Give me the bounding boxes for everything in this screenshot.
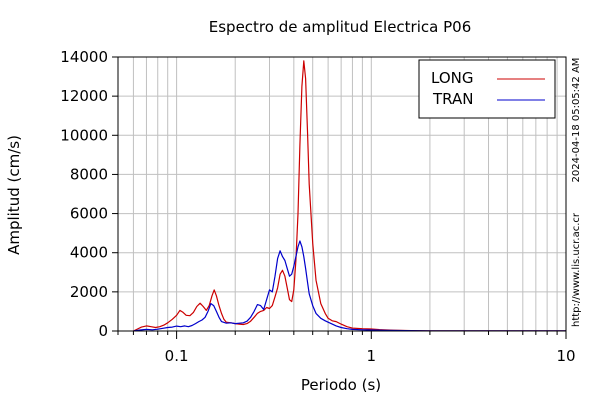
y-axis-label: Amplitud (cm/s)	[5, 135, 23, 255]
y-tick-label: 4000	[70, 244, 108, 262]
series-lines	[133, 60, 566, 332]
y-tick-label: 8000	[70, 165, 108, 183]
legend-label-tran: TRAN	[432, 90, 473, 108]
timestamp-text: 2024-04-18 05:05:42 AM	[571, 58, 582, 183]
legend: LONG TRAN	[418, 59, 556, 119]
y-tick-label: 14000	[60, 48, 108, 66]
series-line-long	[133, 60, 566, 332]
y-tick-label: 10000	[60, 126, 108, 144]
x-axis-label: Periodo (s)	[301, 376, 381, 394]
grid	[117, 56, 567, 332]
y-tick-label: 12000	[60, 87, 108, 105]
plot-frame	[117, 56, 567, 332]
y-tick-label: 2000	[70, 283, 108, 301]
y-tick-label: 6000	[70, 205, 108, 223]
series-line-tran	[133, 240, 566, 332]
chart-title: Espectro de amplitud Electrica P06	[209, 18, 472, 36]
legend-box	[418, 59, 556, 119]
axes: 0 2000 4000 6000 8000 10000 12000 14000 0.1 1 10	[60, 48, 575, 365]
legend-label-long: LONG	[431, 69, 473, 87]
website-url-text: http://www.lis.ucr.ac.cr	[571, 212, 582, 327]
y-tick-label: 0	[98, 322, 108, 340]
x-tick-label: 10	[556, 347, 575, 365]
x-tick-label: 1	[367, 347, 377, 365]
x-tick-label: 0.1	[165, 347, 189, 365]
